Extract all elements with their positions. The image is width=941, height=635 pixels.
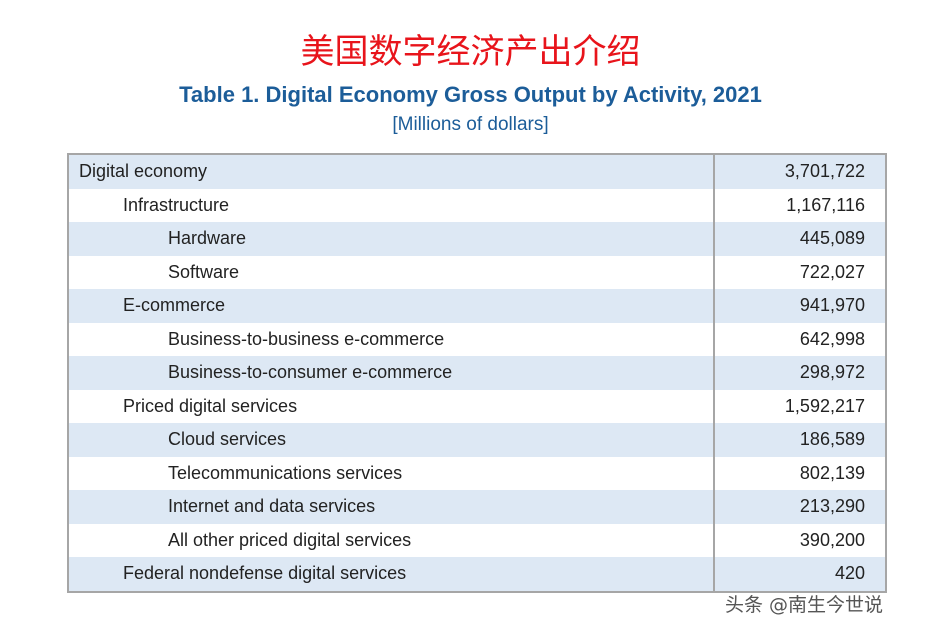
activity-cell: All other priced digital services <box>68 523 715 557</box>
table-row: Priced digital services 1,592,217 <box>68 389 886 423</box>
data-table: Digital economy 3,701,722 Infrastructure 1,… <box>67 153 887 593</box>
activity-cell: Cloud services <box>68 423 715 457</box>
activity-cell: Federal nondefense digital services <box>68 557 715 592</box>
value-cell: 3,701,722 <box>714 154 886 189</box>
table-row: Telecommunications services 802,139 <box>68 456 886 490</box>
value-cell: 445,089 <box>714 222 886 256</box>
table-row: Federal nondefense digital services 420 <box>68 557 886 592</box>
table-row: All other priced digital services 390,200 <box>68 523 886 557</box>
value-cell: 298,972 <box>714 356 886 390</box>
value-cell: 390,200 <box>799 529 865 550</box>
value-cell: 1,592,217 <box>784 395 865 416</box>
value-cell: 1,167,116 <box>786 194 865 215</box>
table-row: Cloud services 186,589 <box>68 423 886 457</box>
watermark: 头条 @南生今世说 <box>725 594 884 616</box>
value-cell: 722,027 <box>799 261 865 282</box>
value-cell: 186,589 <box>714 423 886 457</box>
table-title: Table 1. Digital Economy Gross Output by… <box>179 82 762 107</box>
value-cell: 941,970 <box>714 289 886 323</box>
table-row: Internet and data services 213,290 <box>68 490 886 524</box>
table-row: Digital economy 3,701,722 <box>68 154 886 189</box>
table-row: Business-to-business e-commerce 642,998 <box>68 322 886 356</box>
value-cell: 420 <box>714 557 886 592</box>
value-cell: 642,998 <box>799 328 865 349</box>
activity-cell: Digital economy <box>68 154 715 189</box>
activity-cell: Hardware <box>68 222 715 256</box>
table-row: E-commerce 941,970 <box>68 289 886 323</box>
page-title: 美国数字经济产出介绍 <box>300 32 641 72</box>
value-cell: 213,290 <box>714 490 886 524</box>
activity-cell: Telecommunications services <box>68 456 715 490</box>
activity-cell: Software <box>68 255 715 289</box>
table-row: Software 722,027 <box>68 255 886 289</box>
value-cell: 802,139 <box>799 462 865 483</box>
table-body: Digital economy 3,701,722 Infrastructure 1,… <box>68 154 886 592</box>
table-unit: [Millions of dollars] <box>392 114 549 135</box>
activity-cell: E-commerce <box>68 289 715 323</box>
activity-cell: Internet and data services <box>68 490 715 524</box>
activity-cell: Infrastructure <box>68 188 715 222</box>
activity-cell: Business-to-business e-commerce <box>68 322 715 356</box>
table-row: Hardware 445,089 <box>68 222 886 256</box>
table-row: Business-to-consumer e-commerce 298,972 <box>68 356 886 390</box>
activity-cell: Priced digital services <box>68 389 715 423</box>
table-row: Infrastructure 1,167,116 <box>68 188 886 222</box>
activity-cell: Business-to-consumer e-commerce <box>68 356 715 390</box>
